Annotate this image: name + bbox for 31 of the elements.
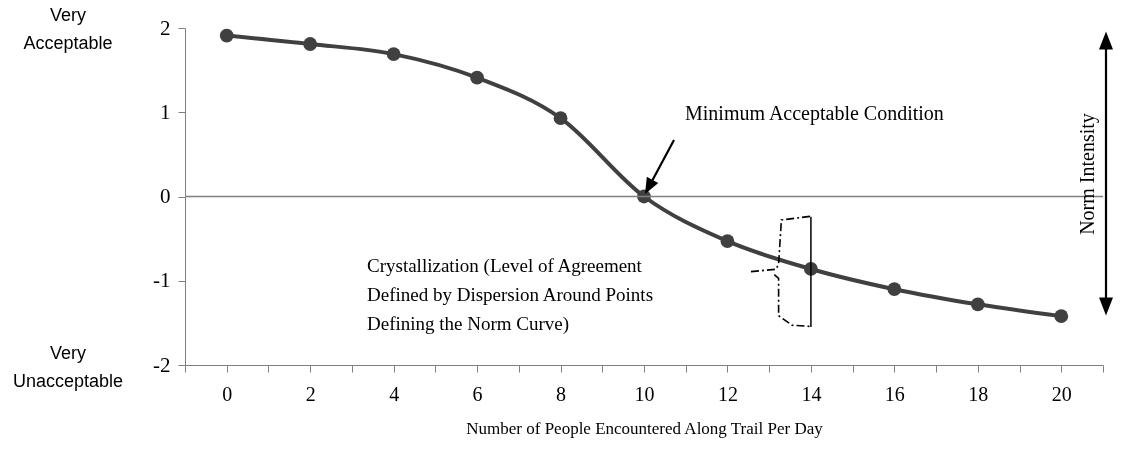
y-tick-label: -1 [153, 268, 171, 293]
y-tick-label: 1 [160, 99, 171, 124]
annotation: Crystallization (Level of Agreement Defined by Dispersion Around Points Defining the Norm Curve) [367, 255, 654, 335]
x-tick-label: 8 [556, 382, 567, 405]
point [887, 282, 902, 297]
point [303, 37, 318, 51]
annotation: Minimum Acceptable Condition [685, 102, 944, 125]
point [970, 297, 985, 312]
x-tick-label: 16 [884, 382, 905, 405]
text: Very Acceptable [23, 5, 113, 53]
point [1054, 309, 1069, 324]
x-tick-label: 12 [717, 382, 738, 405]
point [720, 234, 735, 249]
x-tick-label: 20 [1051, 382, 1072, 405]
annotation: Norm Intensity [1076, 113, 1099, 235]
x-tick-label: 6 [472, 382, 483, 405]
point [470, 70, 484, 85]
point [219, 28, 234, 43]
x-tick-label: 2 [305, 382, 316, 405]
x-tick-label: 10 [634, 382, 655, 405]
y-tick-label: 0 [160, 184, 171, 208]
x-tick-label: 14 [801, 382, 822, 405]
x-tick-label: 18 [968, 382, 989, 405]
y-tick-label: -2 [153, 352, 171, 377]
y-tick-label: 2 [160, 15, 171, 40]
x-axis-title: Number of People Encountered Along Trail Per Day [466, 418, 824, 438]
point [553, 111, 568, 126]
x-tick-label: 4 [389, 382, 400, 405]
text: Very Unacceptable [12, 343, 124, 391]
point [386, 47, 401, 61]
x-tick-label: 0 [222, 382, 233, 405]
